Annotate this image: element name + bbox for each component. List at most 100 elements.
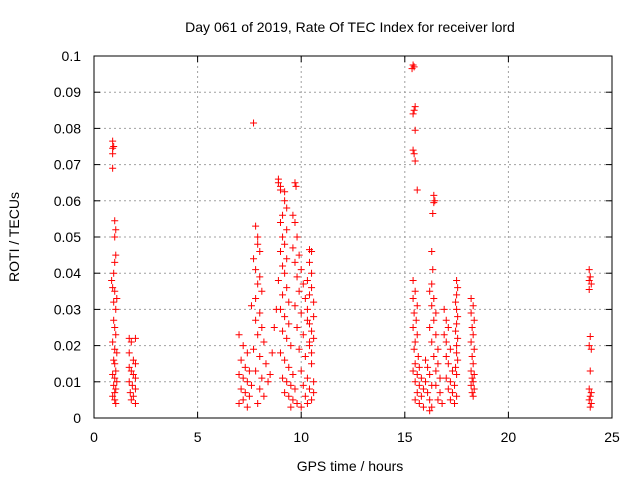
data-point <box>289 211 297 219</box>
data-point <box>260 392 268 400</box>
data-point <box>295 345 303 353</box>
data-point <box>428 280 436 288</box>
data-point <box>587 280 595 288</box>
data-point <box>410 345 418 353</box>
data-point <box>111 217 119 225</box>
data-point <box>292 182 300 190</box>
data-point <box>453 371 461 379</box>
data-point <box>426 407 434 415</box>
data-point <box>586 333 594 341</box>
data-point <box>283 204 291 212</box>
data-point <box>295 287 303 295</box>
data-point <box>291 179 299 187</box>
data-point <box>454 334 462 342</box>
x-tick-label: 25 <box>604 429 620 445</box>
data-point <box>256 309 264 317</box>
data-point <box>301 392 309 400</box>
data-point <box>417 374 425 382</box>
data-point <box>254 280 262 288</box>
data-point <box>268 349 276 357</box>
data-point <box>409 295 417 303</box>
data-point <box>125 349 133 357</box>
data-point <box>305 258 313 266</box>
data-point <box>297 309 305 317</box>
data-point <box>285 363 293 371</box>
data-point <box>281 356 289 364</box>
data-point <box>452 363 460 371</box>
x-tick-label: 5 <box>194 429 202 445</box>
chart-title: Day 061 of 2019, Rate Of TEC Index for r… <box>185 19 515 35</box>
data-point <box>470 345 478 353</box>
data-point <box>112 331 120 339</box>
data-point <box>470 371 478 379</box>
data-point <box>254 233 262 241</box>
data-point <box>446 378 454 386</box>
y-tick-labels: 0 0.01 0.02 0.03 0.04 0.05 0.06 0.07 0.08 0.09 0.1 <box>54 48 81 426</box>
data-point <box>586 273 594 281</box>
data-point <box>413 302 421 310</box>
data-point <box>585 385 593 393</box>
x-tick-label: 10 <box>293 429 309 445</box>
data-point <box>126 389 134 397</box>
data-point <box>108 276 116 284</box>
data-point <box>111 374 119 382</box>
grid-lines <box>94 56 612 418</box>
data-point <box>587 389 595 397</box>
data-point <box>243 403 251 411</box>
data-point <box>440 331 448 339</box>
data-point <box>453 320 461 328</box>
data-point <box>468 374 476 382</box>
data-point <box>451 381 459 389</box>
data-point <box>285 298 293 306</box>
data-point <box>245 367 253 375</box>
data-point <box>109 338 117 346</box>
data-point <box>438 400 446 408</box>
data-point <box>413 371 421 379</box>
data-point <box>111 258 119 266</box>
data-point <box>112 305 120 313</box>
data-point <box>467 309 475 317</box>
data-point <box>585 396 593 404</box>
data-point <box>112 400 120 408</box>
data-point <box>127 396 135 404</box>
data-point <box>411 157 419 165</box>
data-point <box>426 371 434 379</box>
data-point <box>252 316 260 324</box>
data-point <box>432 331 440 339</box>
data-point <box>270 324 278 331</box>
data-point <box>310 298 318 306</box>
data-point <box>432 309 440 317</box>
data-point <box>113 378 121 386</box>
data-point <box>111 345 119 353</box>
x-tick-label: 20 <box>501 429 517 445</box>
data-point <box>274 179 282 187</box>
data-point <box>585 276 593 284</box>
data-point <box>289 244 297 252</box>
data-point <box>299 280 307 288</box>
data-point <box>283 284 291 292</box>
data-point <box>417 392 425 400</box>
data-point <box>129 356 137 364</box>
data-point <box>415 381 423 389</box>
data-point <box>434 396 442 404</box>
data-point <box>468 324 476 331</box>
data-point <box>409 146 417 154</box>
data-point <box>424 389 432 397</box>
data-point <box>452 298 460 306</box>
data-point <box>409 324 417 331</box>
data-point <box>440 305 448 313</box>
data-point <box>128 381 136 389</box>
data-point <box>429 266 437 274</box>
data-point <box>252 367 260 375</box>
data-point <box>428 302 436 310</box>
data-point <box>409 367 417 375</box>
data-point <box>276 349 284 357</box>
data-point <box>287 342 295 350</box>
data-point <box>442 338 450 346</box>
data-point <box>129 392 137 400</box>
data-point <box>111 324 119 331</box>
data-point <box>587 400 595 408</box>
data-point <box>308 327 316 335</box>
data-point <box>410 150 418 158</box>
data-point <box>131 385 139 393</box>
